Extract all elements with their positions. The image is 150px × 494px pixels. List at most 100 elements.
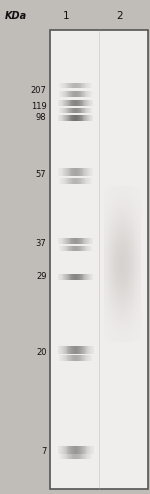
Bar bbox=[127, 241, 128, 243]
Bar bbox=[129, 202, 130, 204]
Bar bbox=[86, 178, 87, 184]
Bar bbox=[108, 282, 110, 284]
Bar bbox=[120, 196, 121, 198]
Bar bbox=[112, 311, 113, 313]
Bar bbox=[115, 334, 116, 336]
Bar bbox=[107, 334, 108, 336]
Bar bbox=[121, 204, 122, 206]
Bar bbox=[108, 307, 110, 309]
Bar bbox=[124, 338, 125, 340]
Bar bbox=[129, 340, 130, 342]
Bar bbox=[139, 217, 140, 219]
Bar bbox=[117, 319, 118, 321]
Bar bbox=[124, 289, 125, 291]
Bar bbox=[110, 288, 111, 289]
Bar bbox=[90, 346, 91, 355]
Bar bbox=[134, 248, 135, 250]
Bar bbox=[105, 309, 106, 311]
Bar bbox=[126, 297, 127, 299]
Bar bbox=[104, 211, 105, 213]
Bar bbox=[115, 272, 116, 274]
Bar bbox=[123, 311, 124, 313]
Bar bbox=[129, 192, 130, 194]
Bar bbox=[132, 297, 133, 299]
Bar bbox=[132, 264, 133, 266]
Bar bbox=[128, 233, 129, 235]
Bar bbox=[119, 231, 120, 233]
Bar bbox=[123, 295, 124, 297]
Bar bbox=[118, 291, 119, 293]
Bar bbox=[125, 332, 126, 334]
Bar bbox=[139, 336, 140, 338]
Bar bbox=[112, 340, 113, 342]
Bar bbox=[127, 243, 128, 245]
Bar bbox=[129, 209, 130, 211]
Bar bbox=[124, 237, 125, 239]
Bar bbox=[128, 295, 129, 297]
Bar bbox=[118, 289, 119, 291]
Bar bbox=[139, 303, 140, 305]
Bar bbox=[107, 297, 108, 299]
Bar bbox=[112, 241, 113, 243]
Bar bbox=[68, 168, 69, 176]
Bar bbox=[131, 250, 132, 252]
Bar bbox=[125, 229, 126, 231]
Bar bbox=[126, 286, 127, 288]
Bar bbox=[125, 186, 126, 188]
Bar bbox=[124, 227, 125, 229]
Bar bbox=[111, 291, 112, 293]
Bar bbox=[124, 282, 125, 284]
Bar bbox=[70, 168, 71, 176]
Bar bbox=[111, 295, 112, 297]
Bar bbox=[130, 196, 131, 198]
Bar bbox=[108, 252, 110, 254]
Bar bbox=[110, 245, 111, 247]
Bar bbox=[119, 293, 120, 295]
Bar bbox=[126, 274, 127, 276]
Bar bbox=[136, 198, 137, 200]
Bar bbox=[130, 256, 131, 258]
Bar bbox=[121, 254, 122, 256]
Bar bbox=[134, 305, 135, 307]
Bar bbox=[140, 254, 141, 256]
Bar bbox=[123, 272, 124, 274]
Bar bbox=[137, 278, 138, 280]
Bar bbox=[128, 334, 129, 336]
Bar bbox=[139, 307, 140, 309]
Bar bbox=[115, 245, 116, 247]
Bar bbox=[115, 248, 116, 250]
Bar bbox=[137, 323, 138, 325]
Bar bbox=[111, 258, 112, 260]
Bar bbox=[112, 330, 113, 332]
Bar bbox=[120, 329, 121, 330]
Bar bbox=[128, 325, 129, 327]
Bar bbox=[137, 315, 138, 317]
Bar bbox=[140, 233, 141, 235]
Bar bbox=[70, 91, 71, 97]
Bar bbox=[111, 235, 112, 237]
Bar bbox=[116, 289, 117, 291]
Bar bbox=[104, 288, 105, 289]
Bar bbox=[132, 190, 133, 192]
Bar bbox=[105, 313, 106, 315]
Bar bbox=[135, 266, 136, 268]
Bar bbox=[134, 329, 135, 330]
Bar bbox=[131, 280, 132, 282]
Bar bbox=[118, 200, 119, 202]
Bar bbox=[82, 83, 83, 88]
Bar bbox=[106, 245, 107, 247]
Bar bbox=[133, 231, 134, 233]
Bar bbox=[139, 311, 140, 313]
Bar bbox=[115, 188, 116, 190]
Bar bbox=[119, 202, 120, 204]
Bar bbox=[140, 297, 141, 299]
Bar bbox=[125, 295, 126, 297]
Bar bbox=[138, 241, 139, 243]
Bar bbox=[130, 311, 131, 313]
Bar bbox=[121, 268, 122, 270]
Bar bbox=[135, 330, 136, 332]
Bar bbox=[126, 303, 127, 305]
Bar bbox=[78, 346, 79, 355]
Bar bbox=[116, 293, 117, 295]
Bar bbox=[76, 83, 77, 88]
